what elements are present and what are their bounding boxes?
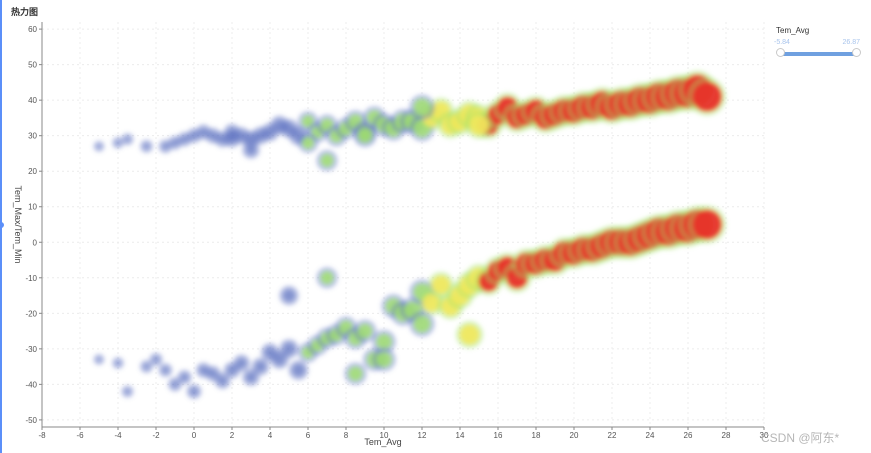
y-axis-label: Tem_Max/Tem_Min xyxy=(13,185,23,263)
heat-point xyxy=(144,364,149,370)
visual-map-range-bar[interactable] xyxy=(780,52,856,56)
heat-point xyxy=(357,323,373,339)
visual-map-title: Tem_Avg xyxy=(776,26,810,35)
y-tick-label: 20 xyxy=(28,167,37,176)
heat-point xyxy=(348,366,363,381)
x-tick-label: 20 xyxy=(570,431,579,440)
heat-point xyxy=(320,154,334,168)
heat-point xyxy=(255,361,266,372)
heat-point xyxy=(320,271,334,285)
watermark-text: CSDN @阿东* xyxy=(761,431,840,445)
heat-point xyxy=(376,333,392,350)
x-tick-label: -4 xyxy=(114,431,122,440)
heat-point xyxy=(97,144,101,148)
y-tick-label: -30 xyxy=(25,345,37,354)
heat-point xyxy=(190,132,198,140)
x-tick-label: 10 xyxy=(380,431,389,440)
heat-point xyxy=(236,358,247,368)
heat-point xyxy=(246,145,256,155)
heat-point xyxy=(181,135,188,143)
y-tick-label: 60 xyxy=(28,25,37,34)
visual-map-max-value: 26.87 xyxy=(842,39,860,46)
heat-point xyxy=(144,143,149,149)
x-tick-label: 12 xyxy=(418,431,427,440)
heat-blob-group xyxy=(93,70,726,399)
heat-point xyxy=(153,356,159,363)
x-tick-label: 2 xyxy=(230,431,235,440)
y-tick-label: -50 xyxy=(25,416,37,425)
visual-map-min-value: -5.84 xyxy=(774,39,790,46)
heat-blobs xyxy=(93,70,726,399)
heat-point xyxy=(376,351,392,368)
x-tick-label: 6 xyxy=(306,431,311,440)
heat-point xyxy=(162,367,169,374)
x-tick-label: -8 xyxy=(38,431,46,440)
x-tick-label: 16 xyxy=(494,431,503,440)
heat-point xyxy=(274,354,285,365)
heat-point xyxy=(218,376,227,385)
x-tick-label: 30 xyxy=(760,431,769,440)
heat-point xyxy=(116,141,120,145)
x-tick-label: 14 xyxy=(456,431,465,440)
heat-point xyxy=(692,81,722,112)
visual-map-min-handle[interactable] xyxy=(776,48,785,57)
panel-resize-handle[interactable] xyxy=(0,222,4,228)
heat-point xyxy=(469,115,489,135)
y-tick-label: 40 xyxy=(28,96,37,105)
x-tick-label: 26 xyxy=(684,431,693,440)
heat-point xyxy=(283,343,295,355)
heat-point xyxy=(171,381,179,388)
heat-point xyxy=(209,369,217,378)
x-tick-label: -2 xyxy=(152,431,160,440)
x-axis-label: Tem_Avg xyxy=(364,437,401,447)
heat-point xyxy=(692,209,722,240)
heat-point xyxy=(422,293,441,312)
visual-map-max-handle[interactable] xyxy=(852,48,861,57)
x-tick-label: 8 xyxy=(344,431,349,440)
y-tick-label: -20 xyxy=(25,309,37,318)
x-tick-label: 22 xyxy=(608,431,617,440)
heat-point xyxy=(162,143,169,150)
heat-point xyxy=(227,365,237,375)
heat-point xyxy=(413,98,431,116)
y-tick-label: 0 xyxy=(33,238,38,247)
heat-point xyxy=(413,315,431,333)
y-tick-label: -40 xyxy=(25,380,37,389)
axes: -8 -6 -4 -2 0 2 4 6 8 10 12 14 16 18 20 22 24 26 28 3060504… xyxy=(25,22,769,440)
heat-point xyxy=(459,324,480,345)
heat-point xyxy=(283,289,295,302)
x-tick-label: 4 xyxy=(268,431,273,440)
heat-point xyxy=(190,387,198,395)
heat-point xyxy=(357,128,373,144)
x-tick-label: 18 xyxy=(532,431,541,440)
heat-point xyxy=(125,389,130,394)
x-tick-label: -6 xyxy=(76,431,84,440)
page-title: 热力图 xyxy=(11,7,39,17)
heat-point xyxy=(125,137,130,142)
heat-point xyxy=(246,372,256,383)
heat-point xyxy=(292,364,305,377)
heat-point xyxy=(431,275,451,294)
y-tick-label: 30 xyxy=(28,132,37,141)
visual-map-legend: Tem_Avg -5.84 26.87 xyxy=(772,26,864,66)
heat-point xyxy=(116,361,120,365)
y-tick-label: 50 xyxy=(28,61,37,70)
heat-point xyxy=(181,373,188,381)
x-tick-label: 28 xyxy=(722,431,731,440)
x-tick-label: 0 xyxy=(192,431,197,440)
y-tick-label: 10 xyxy=(28,203,37,212)
y-tick-label: -10 xyxy=(25,274,37,283)
heat-point xyxy=(301,136,315,149)
heat-point xyxy=(171,139,179,146)
heat-point xyxy=(97,358,101,361)
x-tick-label: 24 xyxy=(646,431,655,440)
